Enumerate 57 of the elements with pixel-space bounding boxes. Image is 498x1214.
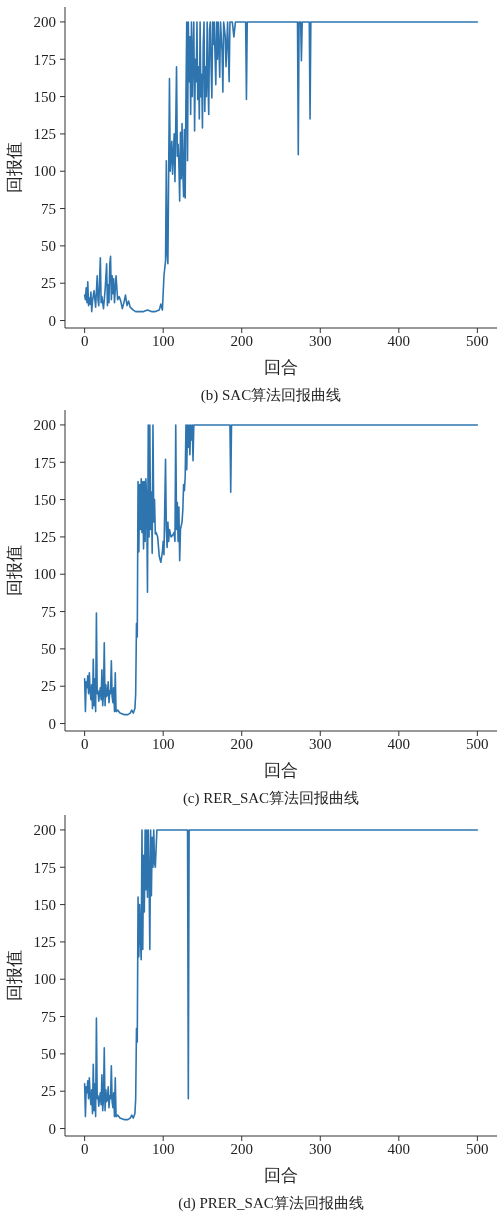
x-tick-label: 0 (80, 736, 89, 752)
y-tick-label: 150 (33, 88, 56, 105)
y-tick-label: 100 (33, 163, 56, 180)
x-tick-label: 200 (230, 736, 253, 752)
x-tick-label: 500 (466, 736, 489, 752)
y-tick-label: 125 (33, 934, 56, 951)
x-tick-label: 0 (80, 333, 89, 349)
y-tick-label: 100 (33, 971, 56, 988)
y-tick-label: 125 (33, 126, 56, 143)
x-tick-label: 500 (466, 1141, 489, 1157)
x-tick-label: 400 (387, 1141, 411, 1157)
y-tick-label: 0 (48, 312, 56, 329)
y-tick-label: 0 (48, 715, 56, 732)
x-tick-label: 100 (151, 736, 175, 752)
y-tick-label: 0 (48, 1120, 56, 1137)
y-tick-label: 25 (41, 678, 56, 695)
y-tick-label: 200 (33, 417, 56, 434)
x-tick-label: 400 (387, 333, 411, 349)
y-tick-label: 25 (41, 1083, 56, 1100)
y-tick-label: 200 (33, 822, 56, 839)
x-tick-label: 200 (230, 333, 253, 349)
y-tick-label: 100 (33, 566, 56, 583)
x-axis-title: 回合 (264, 358, 298, 377)
text: (d) PRER_SAC算法回报曲线 (178, 1195, 364, 1212)
x-tick-label: 100 (151, 1141, 175, 1157)
y-tick-label: 75 (41, 200, 56, 217)
x-tick-label: 200 (230, 1141, 253, 1157)
text: (b) SAC算法回报曲线 (200, 387, 342, 404)
x-axis-title: 回合 (264, 1166, 298, 1185)
y-tick-label: 25 (41, 275, 56, 292)
y-tick-label: 50 (41, 238, 56, 255)
y-tick-label: 50 (41, 641, 56, 658)
y-tick-label: 150 (33, 896, 56, 913)
y-tick-label: 200 (33, 14, 56, 31)
y-tick-label: 50 (41, 1046, 56, 1063)
x-axis-title: 回合 (264, 761, 298, 780)
line-series (83, 829, 479, 1121)
y-axis-title: 回报值 (5, 142, 24, 193)
line-series (83, 424, 479, 716)
y-tick-label: 175 (33, 859, 56, 876)
x-tick-label: 100 (151, 333, 175, 349)
y-tick-label: 125 (33, 529, 56, 546)
x-tick-label: 300 (309, 333, 332, 349)
y-axis-title: 回报值 (5, 950, 24, 1001)
y-tick-label: 75 (41, 603, 56, 620)
x-tick-label: 0 (80, 1141, 89, 1157)
y-tick-label: 175 (33, 51, 56, 68)
x-tick-label: 300 (309, 1141, 332, 1157)
x-tick-label: 300 (309, 736, 332, 752)
y-tick-label: 150 (33, 491, 56, 508)
x-tick-label: 400 (387, 736, 411, 752)
y-tick-label: 75 (41, 1008, 56, 1025)
y-axis-title: 回报值 (5, 545, 24, 596)
y-tick-label: 175 (33, 454, 56, 471)
x-tick-label: 500 (466, 333, 489, 349)
line-series (83, 21, 479, 313)
text: (c) RER_SAC算法回报曲线 (182, 790, 360, 807)
